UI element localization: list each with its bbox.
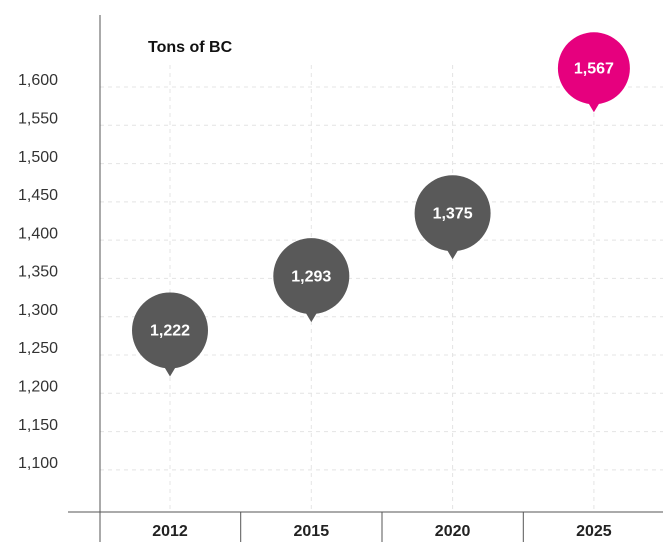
pin	[273, 238, 350, 323]
pin-marker	[587, 102, 600, 113]
value-label: 1,293	[291, 268, 331, 285]
y-tick-label: 1,350	[18, 264, 58, 281]
y-tick-label: 1,400	[18, 225, 58, 242]
y-tick-label: 1,550	[18, 110, 58, 127]
y-tick-label: 1,600	[18, 72, 58, 89]
pin-head	[132, 292, 208, 369]
y-tick-label: 1,450	[18, 187, 58, 204]
pin-head	[557, 32, 630, 105]
y-tick-label: 1,300	[18, 302, 58, 319]
pin-head	[414, 175, 491, 252]
value-label: 1,222	[150, 323, 190, 340]
y-tick-label: 1,150	[18, 417, 58, 434]
y-tick-label: 1,200	[18, 379, 58, 396]
x-tick-label: 2020	[435, 523, 471, 540]
pin	[132, 292, 208, 377]
x-tick-label: 2025	[576, 523, 612, 540]
y-tick-label: 1,500	[18, 149, 58, 166]
y-tick-label: 1,100	[18, 455, 58, 472]
pin	[557, 32, 630, 113]
x-tick-label: 2015	[294, 523, 330, 540]
y-tick-label: 1,250	[18, 340, 58, 357]
value-label: 1,375	[433, 206, 473, 223]
x-tick-label: 2012	[152, 523, 188, 540]
pin-marker	[305, 312, 318, 323]
pin	[414, 175, 491, 260]
chart-title: Tons of BC	[148, 39, 233, 56]
pin-head	[273, 238, 350, 315]
pin-marker	[164, 366, 176, 377]
pin-marker	[446, 249, 459, 260]
value-label: 1,567	[574, 60, 614, 77]
